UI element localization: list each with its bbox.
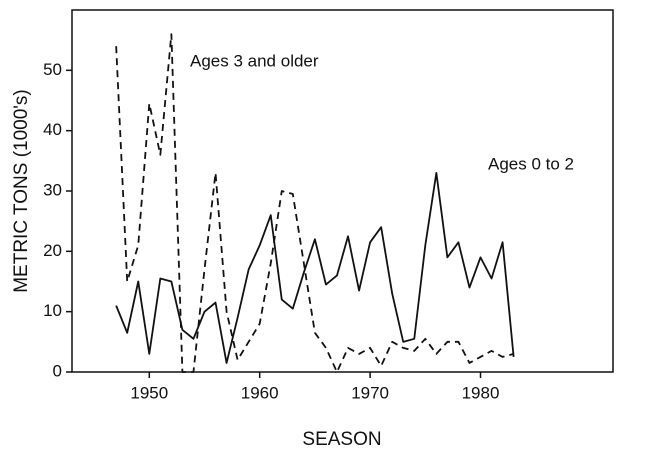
series-label: Ages 0 to 2 (488, 154, 574, 173)
x-tick-label: 1950 (130, 383, 168, 402)
y-tick-label: 10 (43, 301, 62, 320)
x-tick-label: 1980 (462, 383, 500, 402)
series-line (115, 172, 515, 364)
x-axis-title: SEASON (302, 429, 381, 450)
x-tick-label: 1970 (351, 383, 389, 402)
y-tick-label: 30 (43, 180, 62, 199)
y-tick-label: 20 (43, 241, 62, 260)
series-line (115, 33, 514, 373)
x-tick-label: 1960 (241, 383, 279, 402)
y-tick-label: 0 (53, 361, 62, 380)
plot-frame (71, 9, 614, 373)
y-axis-title: METRIC TONS (1000's) (11, 89, 32, 293)
y-tick-label: 40 (43, 120, 62, 139)
y-tick-label: 50 (43, 60, 62, 79)
series-label: Ages 3 and older (190, 51, 319, 70)
